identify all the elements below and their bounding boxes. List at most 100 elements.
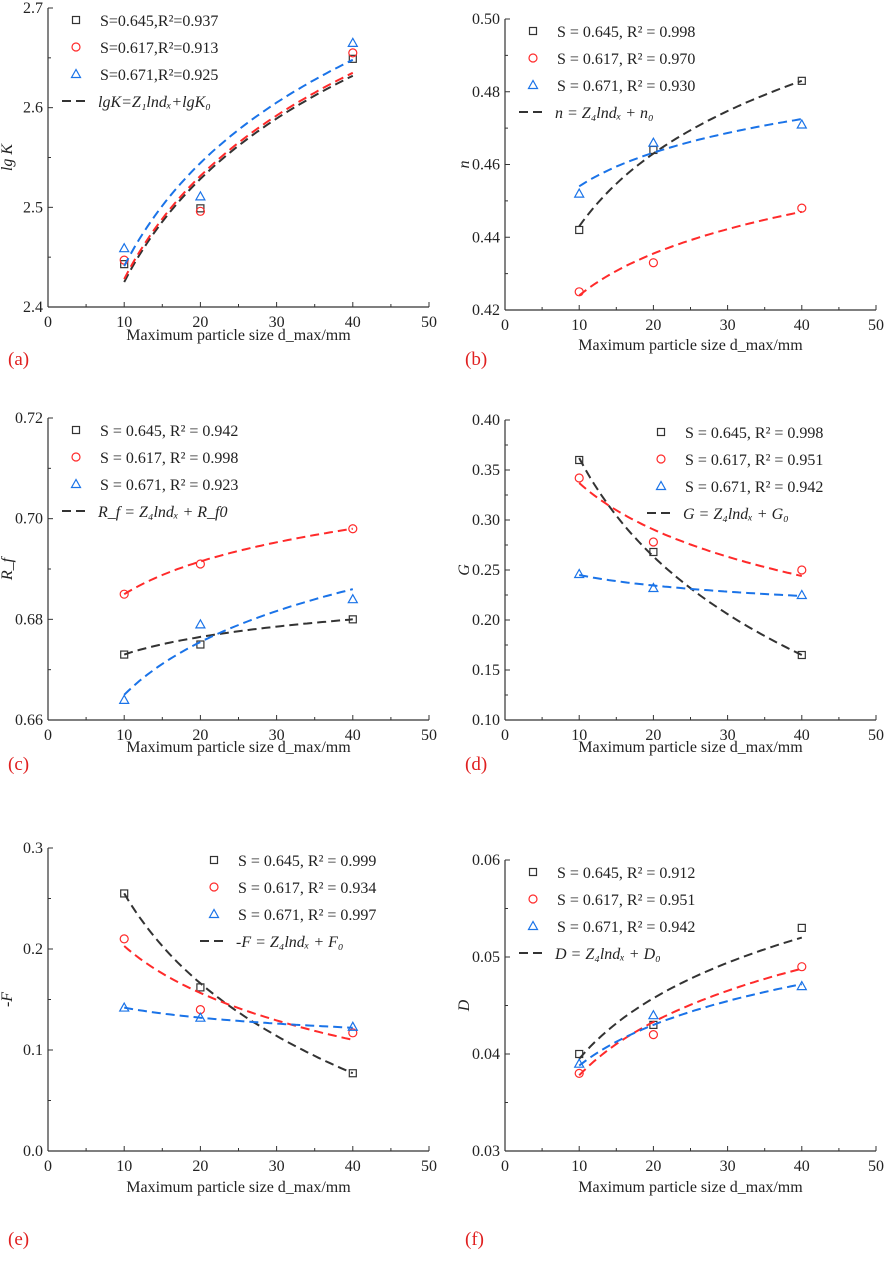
legend-fit-label: D = Z₄lndₓ + D₀ xyxy=(554,946,661,963)
y-tick-label: 0.46 xyxy=(472,157,500,174)
legend-fit-label: R_f = Z₄lndₓ + R_f0 xyxy=(97,504,227,521)
x-tick-label: 20 xyxy=(645,1158,661,1175)
legend: S = 0.645, R² = 0.999 S = 0.617, R² = 0.9… xyxy=(200,853,376,951)
x-axis-label: Maximum particle size d_max/mm xyxy=(126,1179,351,1196)
legend: S = 0.645, R² = 0.942 S = 0.617, R² = 0.9… xyxy=(62,423,238,521)
triangle-marker xyxy=(573,1057,585,1068)
y-tick-label: 0.0 xyxy=(23,1143,43,1160)
x-tick-label: 10 xyxy=(571,727,587,744)
x-axis-label: Maximum particle size d_max/mm xyxy=(126,739,351,756)
triangle-marker xyxy=(70,68,82,79)
y-tick-label: 0.35 xyxy=(472,462,500,479)
circle-marker xyxy=(797,962,807,972)
y-tick-label: 0.40 xyxy=(472,412,500,429)
x-tick-label: 0 xyxy=(44,1158,52,1175)
y-axis-label: n xyxy=(456,161,473,169)
panel-label: (a) xyxy=(8,349,29,370)
circle-marker xyxy=(195,206,205,216)
x-tick-label: 0 xyxy=(44,314,52,331)
square-marker xyxy=(528,26,538,36)
panel-label: (b) xyxy=(465,349,487,370)
fit-curve-blue xyxy=(578,118,802,188)
subplot-d: 0 10 20 30 40 50 0.10 0.15 0.20 0.25 0.30 0.35 0.40 G… xyxy=(456,412,884,775)
y-tick-label: 0.1 xyxy=(23,1042,43,1059)
x-tick-label: 40 xyxy=(345,314,361,331)
triangle-marker xyxy=(796,980,808,991)
triangle-marker xyxy=(647,136,659,147)
square-marker xyxy=(348,1069,357,1078)
x-tick-label: 0 xyxy=(44,727,52,744)
x-tick-label: 20 xyxy=(645,727,661,744)
subplot-f: 0 10 20 30 40 50 0.03 0.04 0.05 0.06 D Maximum part… xyxy=(456,852,884,1250)
x-tick-label: 40 xyxy=(794,1158,810,1175)
x-tick-label: 20 xyxy=(192,314,208,331)
x-tick-label: 30 xyxy=(269,727,285,744)
square-marker xyxy=(71,15,81,25)
circle-marker xyxy=(574,1068,584,1079)
square-marker xyxy=(196,640,205,649)
x-tick-label: 0 xyxy=(501,727,509,744)
x-tick-label: 10 xyxy=(571,1158,587,1175)
legend-fit-label: lgK=Z₁lndₓ+lgK₀ xyxy=(98,94,211,111)
triangle-marker xyxy=(527,79,539,90)
legend-entry: S=0.645,R²=0.937 xyxy=(100,13,218,30)
x-tick-label: 30 xyxy=(269,1158,285,1175)
x-tick-label: 20 xyxy=(192,727,208,744)
x-tick-label: 40 xyxy=(794,727,810,744)
legend-entry: S=0.671,R²=0.925 xyxy=(100,67,218,84)
triangle-marker xyxy=(573,187,585,198)
fit-curve-red xyxy=(123,71,354,280)
x-tick-label: 50 xyxy=(421,314,437,331)
y-tick-label: 2.4 xyxy=(23,299,43,316)
x-tick-label: 30 xyxy=(720,1158,736,1175)
y-tick-label: 2.6 xyxy=(23,100,43,117)
triangle-marker xyxy=(347,37,359,47)
legend-fit-label: n = Z₄lndₓ + n₀ xyxy=(555,105,654,122)
circle-marker xyxy=(119,934,129,944)
y-tick-label: 0.44 xyxy=(472,229,500,246)
x-tick-label: 40 xyxy=(794,317,810,334)
x-tick-label: 30 xyxy=(720,727,736,744)
circle-marker xyxy=(348,48,358,58)
y-tick-label: 2.5 xyxy=(23,199,43,216)
square-marker xyxy=(71,425,81,435)
y-tick-label: 0.42 xyxy=(472,302,500,319)
legend-entry: S = 0.671, R² = 0.997 xyxy=(238,907,376,924)
triangle-marker xyxy=(655,480,667,491)
legend-entry: S = 0.671, R² = 0.930 xyxy=(557,78,695,95)
circle-marker xyxy=(348,1028,358,1038)
y-tick-label: 0.30 xyxy=(472,512,500,529)
legend: S = 0.645, R² = 0.998 S = 0.617, R² = 0.9… xyxy=(519,24,695,122)
y-axis-label: -F xyxy=(0,992,16,1007)
y-tick-label: 0.03 xyxy=(472,1143,500,1160)
fit-curve-black xyxy=(123,618,353,656)
x-tick-label: 20 xyxy=(645,317,661,334)
x-tick-label: 30 xyxy=(720,317,736,334)
circle-marker xyxy=(528,53,538,63)
circle-marker xyxy=(648,537,659,547)
fit-curve-black xyxy=(578,936,803,1060)
triangle-marker xyxy=(194,618,206,629)
x-tick-label: 50 xyxy=(868,1158,884,1175)
y-tick-label: 0.25 xyxy=(472,562,500,579)
circle-marker xyxy=(209,882,219,892)
circle-marker xyxy=(797,565,807,575)
fit-curve-black xyxy=(578,79,803,227)
y-tick-label: 0.3 xyxy=(23,840,43,857)
x-tick-label: 10 xyxy=(571,317,587,334)
triangle-marker xyxy=(647,1009,659,1020)
legend-entry: S=0.617,R²=0.913 xyxy=(100,40,218,57)
circle-marker xyxy=(648,1029,659,1040)
legend-fit-label: G = Z₄lndₓ + G₀ xyxy=(683,506,789,523)
square-marker xyxy=(797,923,806,933)
circle-marker xyxy=(656,454,666,464)
legend-entry: S = 0.645, R² = 0.912 xyxy=(557,865,695,882)
triangle-marker xyxy=(70,478,82,489)
x-tick-label: 40 xyxy=(345,727,361,744)
x-tick-label: 50 xyxy=(868,727,884,744)
x-tick-label: 50 xyxy=(868,317,884,334)
x-tick-label: 20 xyxy=(192,1158,208,1175)
triangle-marker xyxy=(527,920,539,931)
legend-entry: S = 0.617, R² = 0.998 xyxy=(100,450,238,467)
